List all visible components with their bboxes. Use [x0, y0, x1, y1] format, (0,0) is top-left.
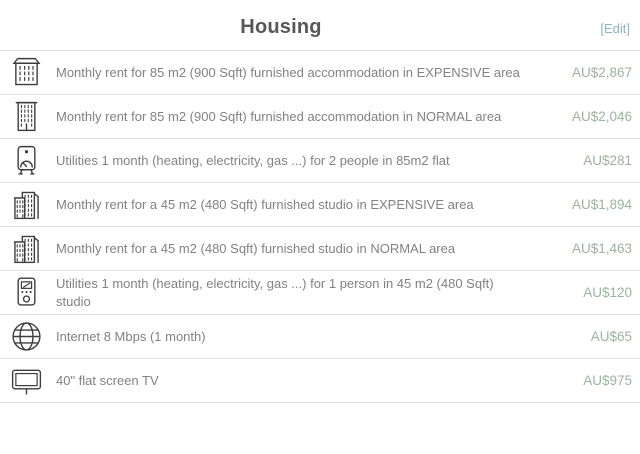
row-price: AU$1,894 — [571, 197, 632, 212]
page-title: Housing — [240, 16, 322, 38]
row-description: Internet 8 Mbps (1 month) — [56, 328, 206, 344]
table-row: Monthly rent for 85 m2 (900 Sqft) furnis… — [0, 51, 640, 95]
apartment-building-icon — [12, 57, 41, 86]
city-buildings-icon — [13, 235, 39, 264]
section-header: Housing [Edit] — [0, 0, 640, 50]
row-icon-slot — [8, 274, 56, 311]
row-icon-slot — [8, 186, 56, 223]
tall-building-icon — [15, 101, 38, 132]
row-icon-slot — [8, 142, 56, 179]
row-description: Utilities 1 month (heating, electricity,… — [56, 275, 494, 309]
flat-screen-tv-icon — [11, 369, 42, 395]
row-icon-slot — [8, 318, 56, 355]
row-icon-slot — [8, 98, 56, 135]
row-price: AU$120 — [583, 285, 632, 300]
row-description: 40" flat screen TV — [56, 372, 159, 388]
table-row: Monthly rent for a 45 m2 (480 Sqft) furn… — [0, 183, 640, 227]
row-description: Utilities 1 month (heating, electricity,… — [56, 152, 450, 168]
row-price: AU$2,867 — [571, 65, 632, 80]
row-description: Monthly rent for 85 m2 (900 Sqft) furnis… — [56, 64, 520, 80]
row-icon-slot — [8, 54, 56, 91]
row-price: AU$65 — [590, 329, 632, 344]
row-icon-slot — [8, 362, 56, 399]
utility-meter-icon — [17, 277, 36, 306]
city-buildings-icon — [13, 191, 39, 220]
table-row: Utilities 1 month (heating, electricity,… — [0, 139, 640, 183]
row-icon-slot — [8, 230, 56, 267]
edit-link[interactable]: [Edit] — [600, 21, 630, 36]
table-row: Internet 8 Mbps (1 month) AU$65 — [0, 315, 640, 359]
row-price: AU$975 — [583, 373, 632, 388]
housing-table: Monthly rent for 85 m2 (900 Sqft) furnis… — [0, 50, 640, 403]
table-row: Monthly rent for a 45 m2 (480 Sqft) furn… — [0, 227, 640, 271]
table-row: Monthly rent for 85 m2 (900 Sqft) furnis… — [0, 95, 640, 139]
row-description: Monthly rent for 85 m2 (900 Sqft) furnis… — [56, 108, 502, 124]
row-price: AU$281 — [583, 153, 632, 168]
row-price: AU$2,046 — [571, 109, 632, 124]
water-heater-icon — [17, 145, 36, 175]
table-row: Utilities 1 month (heating, electricity,… — [0, 271, 640, 315]
row-description: Monthly rent for a 45 m2 (480 Sqft) furn… — [56, 240, 456, 256]
table-row: 40" flat screen TV AU$975 — [0, 359, 640, 403]
row-price: AU$1,463 — [571, 241, 632, 256]
row-description: Monthly rent for a 45 m2 (480 Sqft) furn… — [56, 196, 474, 212]
globe-icon — [12, 322, 41, 351]
